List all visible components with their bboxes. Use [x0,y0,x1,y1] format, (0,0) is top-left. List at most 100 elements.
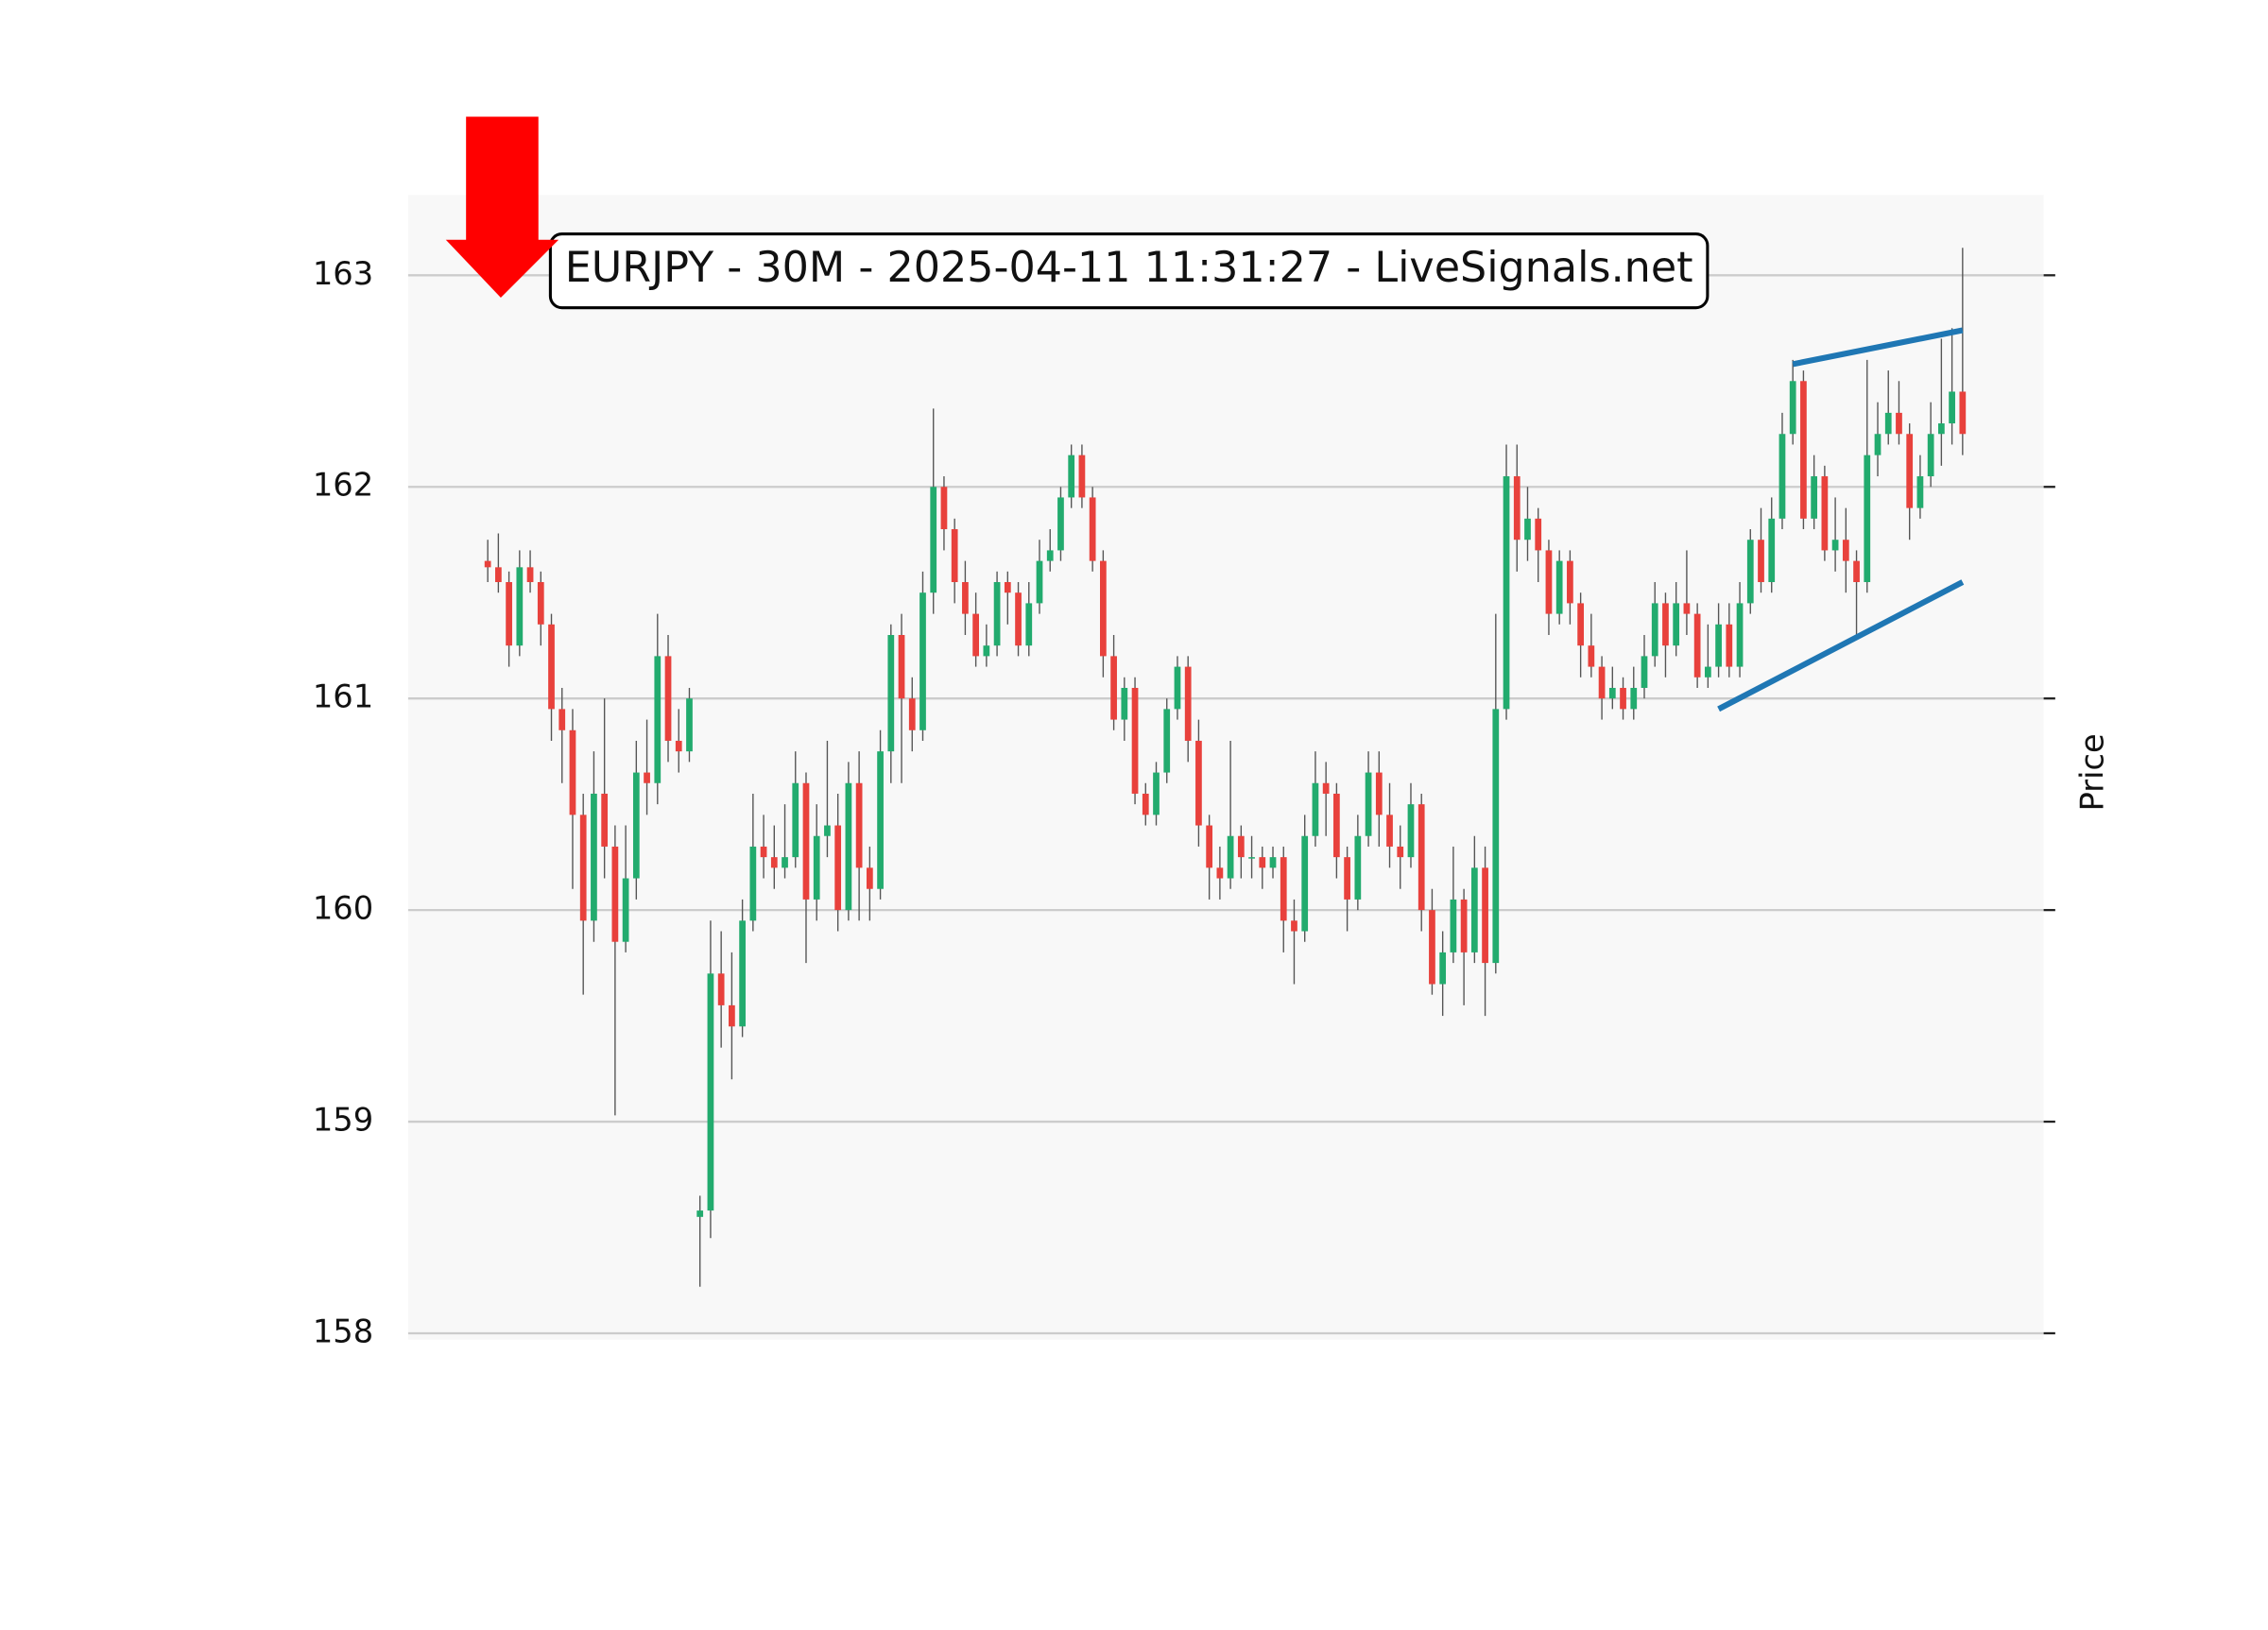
candle-body [1853,560,1860,583]
y-tick-label: 162 [313,467,373,504]
candle-body [993,582,1001,646]
candle-body [1322,782,1330,794]
candle-body [1662,603,1669,646]
candle-body [1163,709,1171,773]
candle-body [930,487,937,593]
candle-body [908,698,916,730]
candle-body [537,582,544,625]
candle-body [1386,815,1393,847]
candle-body [1513,476,1521,540]
candle-body [1450,899,1457,952]
candle-body [644,772,650,783]
candle-body [1354,835,1362,900]
candle-body [1831,540,1839,551]
candle-body [972,613,980,657]
candle-body [1524,518,1531,540]
candle-body [1651,603,1658,657]
candle-body [919,592,926,730]
candle-body [1620,687,1626,710]
chart-title: EURJPY - 30M - 2025-04-11 11:31:27 - Liv… [565,244,1693,292]
candle-body [1545,550,1553,614]
candle-body [1916,476,1924,508]
candle-body [1089,497,1096,561]
candle-body [1418,804,1425,911]
candle-body [1025,603,1033,646]
candle-body [792,782,799,858]
candle-body [877,751,884,889]
trendline [1717,579,1965,712]
candle-body [951,529,958,583]
candle-body [696,1210,704,1217]
candle-body [506,582,512,646]
candle-body [1884,412,1892,435]
y-tick-label: 163 [313,255,373,292]
candle-body [1206,825,1213,868]
candle-body [654,656,662,783]
candle-body [1057,497,1064,551]
candle-body [1259,857,1266,868]
y-tick-label: 161 [313,678,373,715]
candle-body [813,835,820,900]
candle-body [1746,540,1754,604]
candle-body [1301,835,1309,932]
candle-body [1397,846,1404,858]
candle-body [1726,624,1733,667]
candle-body [548,624,555,710]
candle-body [484,560,491,568]
candle-body [686,698,693,752]
candle-body [1683,603,1691,614]
candle-body [1811,476,1818,519]
candle-body [516,567,524,646]
candle-body [1131,687,1139,794]
candle-body [1778,434,1786,519]
candle-body [1153,772,1160,815]
candle-body [569,729,576,815]
candle-body [1280,857,1287,921]
candle-body [855,782,863,868]
candle-body [1896,412,1902,435]
plot-area [407,195,2044,1340]
candle-body [1959,391,1967,435]
candle-body [558,709,566,730]
candle-body [1036,560,1043,604]
candle-body [887,634,895,752]
candle-body [495,567,502,583]
candle-body [1046,550,1054,561]
candle-body [1535,518,1542,551]
candle-body [664,656,672,741]
candle-body [1344,857,1350,900]
candle-body [1482,867,1488,964]
candle-body [1906,434,1914,508]
candle-body [962,582,969,614]
candle-body [940,487,948,530]
candle-body [1641,656,1648,688]
candle-body [1099,560,1107,657]
candle-body [1758,540,1764,583]
candle-body [983,645,990,657]
candle-body [1237,835,1245,858]
candle-body [1693,613,1701,678]
candle-body [1333,793,1340,858]
candle-body [770,857,778,868]
candle-body [1577,603,1584,646]
candle-body [1429,910,1435,985]
candle-body [1789,381,1796,435]
candle-body [1015,592,1022,646]
candle-body [1269,857,1277,868]
candle-body [1555,560,1563,614]
candle-body [601,793,609,847]
candle-body [579,815,587,921]
candle-body [1598,666,1606,699]
candle-body [1567,560,1573,604]
candle-body [1121,687,1128,720]
candle-body [834,825,842,911]
trendline [1792,327,1964,368]
candle-body [1184,666,1192,741]
candle-body [1078,455,1086,498]
candle-body [1588,645,1595,667]
candle-body [1874,434,1881,455]
candle-body [1375,772,1383,815]
candle-body [1291,920,1297,932]
candle-body [622,878,629,942]
